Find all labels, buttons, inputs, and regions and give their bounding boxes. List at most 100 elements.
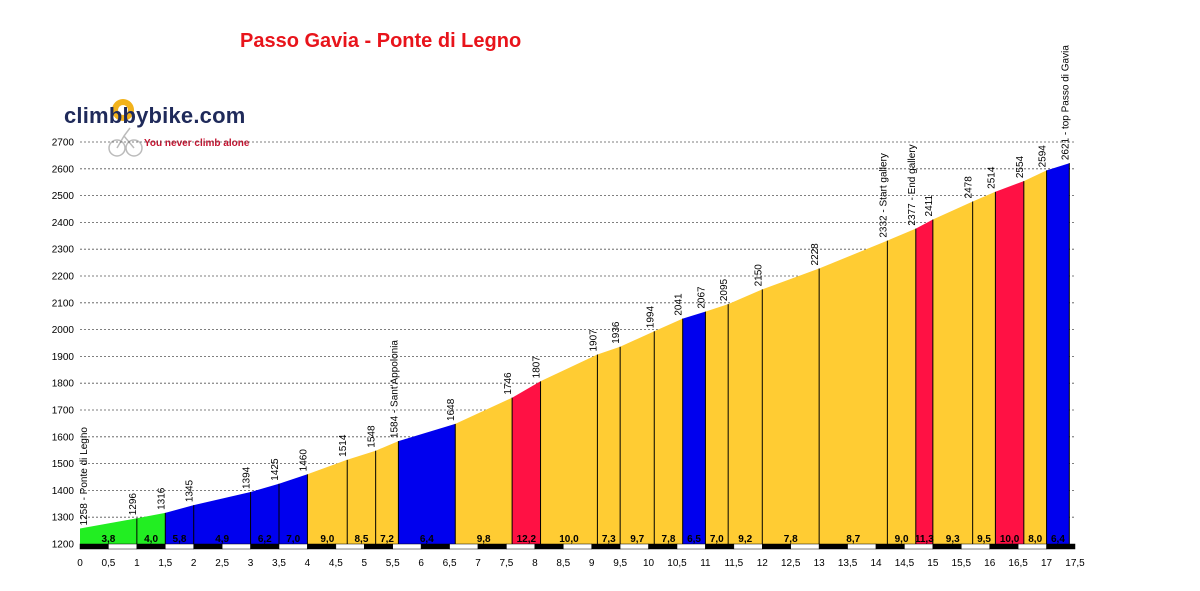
altitude-label: 1648 <box>446 398 457 421</box>
scale-bar-block <box>392 543 422 550</box>
altitude-label: 2514 <box>986 166 997 189</box>
x-tick-label: 10 <box>643 558 655 569</box>
gradient-label: 8,0 <box>1028 534 1042 545</box>
profile-segment <box>136 512 166 544</box>
profile-segment <box>728 289 763 544</box>
x-tick-label: 7 <box>475 558 481 569</box>
x-tick-label: 6 <box>418 558 424 569</box>
altitude-label: 2150 <box>753 264 764 287</box>
gradient-label: 10,0 <box>559 534 579 545</box>
altitude-label: 1994 <box>645 306 656 329</box>
gradient-label: 9,8 <box>477 534 491 545</box>
altitude-label: 2041 <box>674 293 685 316</box>
x-tick-label: 2,5 <box>215 558 229 569</box>
x-tick-label: 7,5 <box>499 558 513 569</box>
gradient-label: 9,0 <box>320 534 334 545</box>
y-tick-label: 2200 <box>52 272 75 283</box>
profile-segment <box>250 483 279 544</box>
gradient-label: 6,4 <box>420 534 434 545</box>
x-tick-label: 4,5 <box>329 558 343 569</box>
x-tick-label: 3,5 <box>272 558 286 569</box>
km-scale-bar <box>79 543 1076 550</box>
altitude-label: 1258 - Ponte di Legno <box>79 427 90 526</box>
x-tick-label: 10,5 <box>667 558 687 569</box>
x-tick-label: 8 <box>532 558 538 569</box>
y-tick-label: 1400 <box>52 486 75 497</box>
gradient-labels: 3,8 4,0 5,8 4,9 6,2 7,0 9,0 8,5 7,2 6,4 9,8 12,2 10,… <box>101 534 1065 545</box>
gradient-label: 9,7 <box>630 534 644 545</box>
profile-segment <box>620 331 655 544</box>
x-tick-label: 16,5 <box>1008 558 1028 569</box>
altitude-label: 2377 - End gallery <box>907 144 918 225</box>
profile-segment <box>1023 170 1047 544</box>
profile-segment <box>682 311 706 544</box>
gradient-label: 3,8 <box>101 534 115 545</box>
x-tick-label: 15,5 <box>952 558 972 569</box>
altitude-label: 1584 - Sant'Appolonia <box>389 340 400 439</box>
chart-title: Passo Gavia - Ponte di Legno <box>240 30 522 52</box>
x-tick-label: 14,5 <box>895 558 915 569</box>
x-tick-label: 12,5 <box>781 558 801 569</box>
gradient-label: 5,8 <box>173 534 187 545</box>
x-tick-label: 5 <box>362 558 368 569</box>
altitude-label: 1296 <box>128 493 139 516</box>
y-tick-label: 1200 <box>52 540 75 551</box>
y-tick-label: 1500 <box>52 459 75 470</box>
profile-segment <box>705 304 729 544</box>
altitude-label: 1316 <box>156 487 167 510</box>
profile-segment <box>80 518 137 544</box>
scale-bar-block <box>818 543 848 550</box>
altitude-label: 1460 <box>298 449 309 472</box>
x-tick-label: 11,5 <box>724 558 743 569</box>
gradient-label: 6,4 <box>1051 534 1065 545</box>
profile-segment <box>279 474 308 544</box>
x-tick-label: 8,5 <box>556 558 570 569</box>
profile-segment <box>165 505 194 544</box>
gradient-label: 9,2 <box>738 534 752 545</box>
profile-segment <box>915 219 933 544</box>
altitude-label: 2478 <box>964 176 975 199</box>
gradient-label: 10,0 <box>1000 534 1020 545</box>
gradient-label: 7,8 <box>784 534 798 545</box>
y-tick-label: 1800 <box>52 379 75 390</box>
profile-segment <box>375 441 399 544</box>
x-tick-label: 0 <box>77 558 83 569</box>
profile-segment <box>398 423 456 544</box>
y-tick-label: 2400 <box>52 218 75 229</box>
gradient-label: 8,5 <box>354 534 368 545</box>
gradient-label: 9,3 <box>946 534 960 545</box>
x-tick-label: 0,5 <box>101 558 115 569</box>
gradient-label: 7,2 <box>380 534 394 545</box>
gradient-label: 7,3 <box>602 534 616 545</box>
gradient-label: 4,0 <box>144 534 158 545</box>
gradient-label: 7,0 <box>710 534 724 545</box>
x-tick-label: 15 <box>927 558 939 569</box>
profile-segment <box>887 228 916 544</box>
x-tick-label: 9,5 <box>613 558 627 569</box>
profile-segment <box>512 381 541 544</box>
profile-segment <box>540 354 598 544</box>
y-tick-label: 1300 <box>52 513 75 524</box>
altitude-label: 2067 <box>696 286 707 309</box>
altitude-label: 2594 <box>1038 145 1049 168</box>
altitude-label: 2411 <box>924 195 935 217</box>
gradient-label: 9,0 <box>895 534 909 545</box>
profile-segment <box>995 181 1024 544</box>
gradient-label: 6,5 <box>687 534 701 545</box>
gradient-label: 7,0 <box>286 534 300 545</box>
x-tick-label: 17 <box>1041 558 1053 569</box>
x-tick-label: 2 <box>191 558 197 569</box>
y-tick-label: 2700 <box>52 138 75 149</box>
profile-segment <box>597 346 621 544</box>
profile-segment <box>347 450 376 544</box>
altitude-label: 1936 <box>611 321 622 344</box>
x-tick-label: 17,5 <box>1065 558 1085 569</box>
altitude-label: 1425 <box>270 458 281 481</box>
gradient-label: 8,7 <box>846 534 860 545</box>
profile-segment <box>819 240 888 544</box>
altitude-label: 1807 <box>532 356 543 379</box>
profile-segment <box>762 268 820 544</box>
bike-logo-icon <box>108 99 143 157</box>
x-tick-label: 9 <box>589 558 595 569</box>
